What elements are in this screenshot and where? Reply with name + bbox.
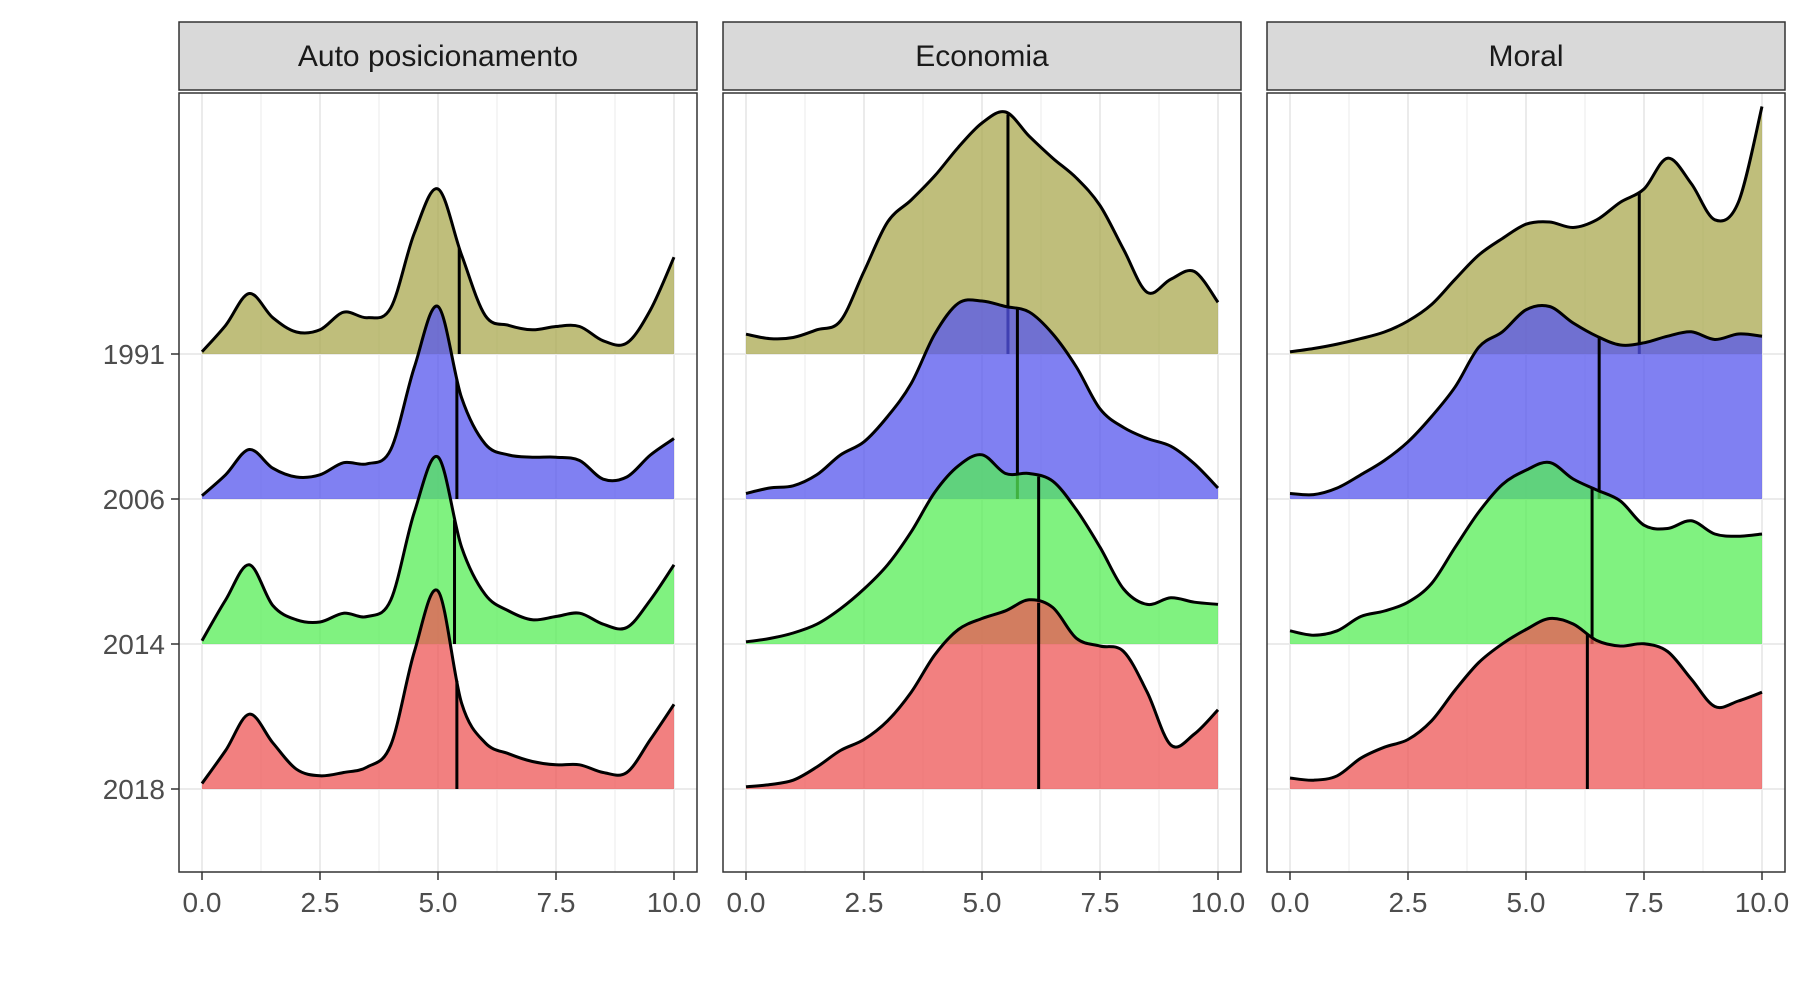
ridge-area-2014 — [1290, 462, 1762, 644]
facet-panel: Economia 0.0 2.5 5.0 7.5 10.0 — [722, 21, 1246, 918]
ridge-outline-2006 — [745, 298, 1220, 495]
ridge-area-2006 — [746, 299, 1218, 499]
y-tick-label: 2006 — [103, 484, 165, 515]
x-tick-label: 7.5 — [1625, 887, 1664, 918]
x-tick-label: 5.0 — [419, 887, 458, 918]
ridge-outline-1991 — [1289, 106, 1764, 354]
facet-strip — [1266, 21, 1786, 91]
facet-strip — [178, 21, 698, 91]
ridge-area-2014 — [746, 454, 1218, 644]
ridge-outline-2018 — [745, 598, 1220, 789]
ridge-outline-1991 — [200, 187, 676, 353]
x-tick-label: 7.5 — [537, 887, 576, 918]
x-tick-label: 0.0 — [1271, 887, 1310, 918]
facet-strip — [722, 21, 1242, 91]
ridge-outline-2014 — [745, 453, 1219, 644]
facet-strip-label: Economia — [915, 40, 1049, 73]
ridge-outline-2018 — [200, 588, 676, 785]
ridge-area-1991 — [746, 111, 1218, 354]
ridge-outline-2006 — [200, 304, 675, 497]
ridge-area-1991 — [202, 188, 674, 354]
ridge-outline-2014 — [200, 455, 676, 642]
facet-panel: Auto posicionamento 0.0 2.5 5.0 7.5 10.0 — [178, 21, 702, 918]
ridge-outline-2018 — [1289, 616, 1763, 782]
x-tick-label: 0.0 — [727, 887, 766, 918]
ridge-area-2006 — [202, 306, 674, 499]
ridge-area-2018 — [1290, 618, 1762, 789]
ridge-outline-1991 — [745, 110, 1220, 341]
x-tick-label: 2.5 — [1389, 887, 1428, 918]
ridge-area-2014 — [202, 456, 674, 644]
y-axis: 1991 2006 2014 2018 — [103, 339, 179, 805]
ridge-outline-2006 — [1289, 303, 1763, 497]
ridge-area-2006 — [1290, 305, 1762, 499]
y-tick-label: 1991 — [103, 339, 165, 370]
facet-panel: Moral 0.0 2.5 5.0 7.5 10.0 — [1266, 21, 1790, 918]
x-tick-label: 10.0 — [1735, 887, 1790, 918]
ridge-area-1991 — [1290, 106, 1762, 354]
facet-strip-label: Auto posicionamento — [298, 40, 578, 73]
x-tick-label: 10.0 — [1191, 887, 1246, 918]
ridge-area-2018 — [202, 589, 674, 789]
y-tick-label: 2014 — [103, 629, 165, 660]
x-tick-label: 5.0 — [1507, 887, 1546, 918]
x-tick-label: 10.0 — [647, 887, 702, 918]
x-tick-label: 7.5 — [1081, 887, 1120, 918]
ridge-outline-2014 — [1289, 460, 1763, 637]
x-tick-label: 2.5 — [301, 887, 340, 918]
facet-strip-label: Moral — [1488, 40, 1563, 73]
x-tick-label: 5.0 — [963, 887, 1002, 918]
y-tick-label: 2018 — [103, 774, 165, 805]
x-tick-label: 0.0 — [183, 887, 222, 918]
x-tick-label: 2.5 — [845, 887, 884, 918]
